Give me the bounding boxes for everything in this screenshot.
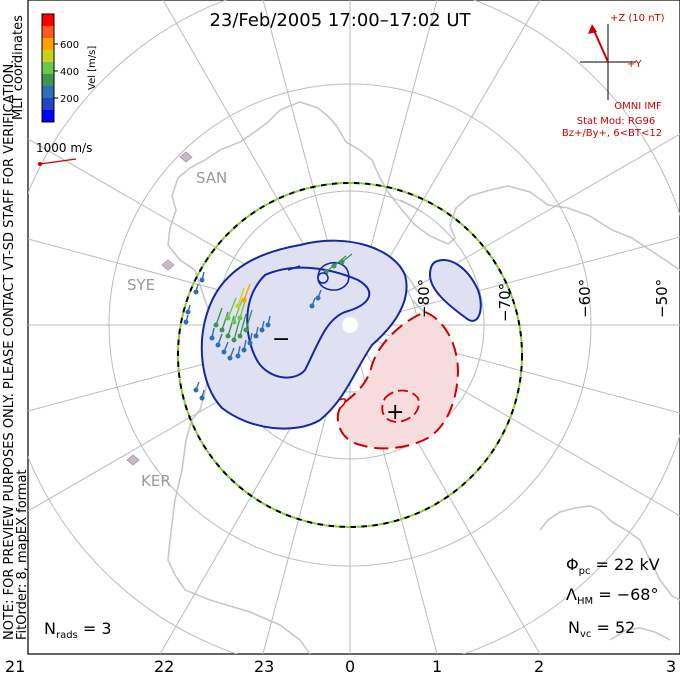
mlt-label-23: 23 — [254, 657, 274, 674]
stat-n-vc: Nvc = 52 — [568, 618, 635, 640]
colorbar-cell — [42, 14, 54, 27]
colorbar-cell — [42, 74, 54, 87]
imf-model: Stat Mod: RG96 — [577, 116, 656, 127]
latitude-label-70: −70° — [496, 283, 514, 322]
preview-note: NOTE: FOR PREVIEW PURPOSES ONLY. PLEASE … — [2, 60, 17, 640]
latitude-label-60: −60° — [576, 279, 594, 318]
colorbar-cell — [42, 62, 54, 75]
colorbar-tick-200: 200 — [60, 94, 79, 105]
contour-tick — [287, 265, 301, 271]
site-label-san: SAN — [196, 169, 227, 187]
velocity-scale-label: 1000 m/s — [36, 141, 92, 155]
svg-text:Φpc = 22 kV: Φpc = 22 kV — [566, 555, 660, 577]
colorbar-tick-400: 400 — [60, 67, 79, 78]
imf-conditions: Bz+/By+, 6<BT<12 — [562, 128, 662, 139]
fit-order-label: FitOrder: 8, mapEX format — [15, 469, 30, 640]
colorbar-cell — [42, 50, 54, 63]
stat-lambda-hm: ΛHM = −68° — [566, 585, 658, 607]
mlt-label-2: 2 — [534, 657, 544, 674]
coords-label: MLT coordinates — [11, 15, 26, 120]
mlt-label-22: 22 — [154, 657, 174, 674]
hm-boundary-alt — [177, 182, 523, 528]
colorbar-label: Vel [m/s] — [87, 46, 98, 90]
velocity-vectors — [183, 253, 353, 401]
colorbar-cell — [42, 86, 54, 99]
svg-text:ΛHM = −68°: ΛHM = −68° — [566, 585, 658, 607]
mlt-label-3: 3 — [666, 657, 676, 674]
colorbar-cell — [42, 26, 54, 39]
svg-text:Nvc = 52: Nvc = 52 — [568, 618, 635, 640]
potential-min-marker — [317, 272, 329, 284]
site-label-ker: KER — [141, 472, 171, 490]
colorbar-tick-600: 600 — [60, 40, 79, 51]
potential-max-label: + — [386, 400, 404, 425]
colorbar-cell — [42, 98, 54, 111]
velocity-colorbar: 600 400 200 Vel [m/s] — [41, 13, 98, 123]
map-title: 23/Feb/2005 17:00–17:02 UT — [209, 10, 471, 31]
velocity-scale-dot — [38, 162, 42, 166]
stat-phi-pc: Φpc = 22 kV — [566, 555, 660, 577]
velocity-scale-vector — [39, 158, 77, 165]
imf-source: OMNI IMF — [614, 101, 662, 112]
mlt-label-0: 0 — [345, 657, 355, 674]
potential-contour-fragment — [339, 398, 346, 409]
latitude-label-80: −80° — [415, 279, 433, 318]
mlt-label-1: 1 — [432, 657, 442, 674]
latitude-label-50: −50° — [653, 279, 671, 318]
colorbar-cell — [42, 110, 54, 123]
stat-n-rads: Nrads = 3 — [44, 619, 112, 641]
svg-text:Nrads = 3: Nrads = 3 — [44, 619, 112, 641]
imf-y-label: +Y — [627, 59, 642, 70]
site-markers — [126, 151, 193, 466]
potential-min-label: − — [272, 327, 290, 352]
site-label-sye: SYE — [127, 276, 155, 294]
imf-scale-label: +Z (10 nT) — [610, 13, 665, 24]
pole-marker — [342, 317, 358, 333]
colorbar-cell — [42, 38, 54, 51]
mlt-label-21: 21 — [5, 657, 25, 674]
hm-boundary — [177, 182, 523, 528]
positive-cell — [336, 310, 460, 450]
imf-dial — [580, 24, 636, 100]
negative-cell — [200, 239, 482, 430]
